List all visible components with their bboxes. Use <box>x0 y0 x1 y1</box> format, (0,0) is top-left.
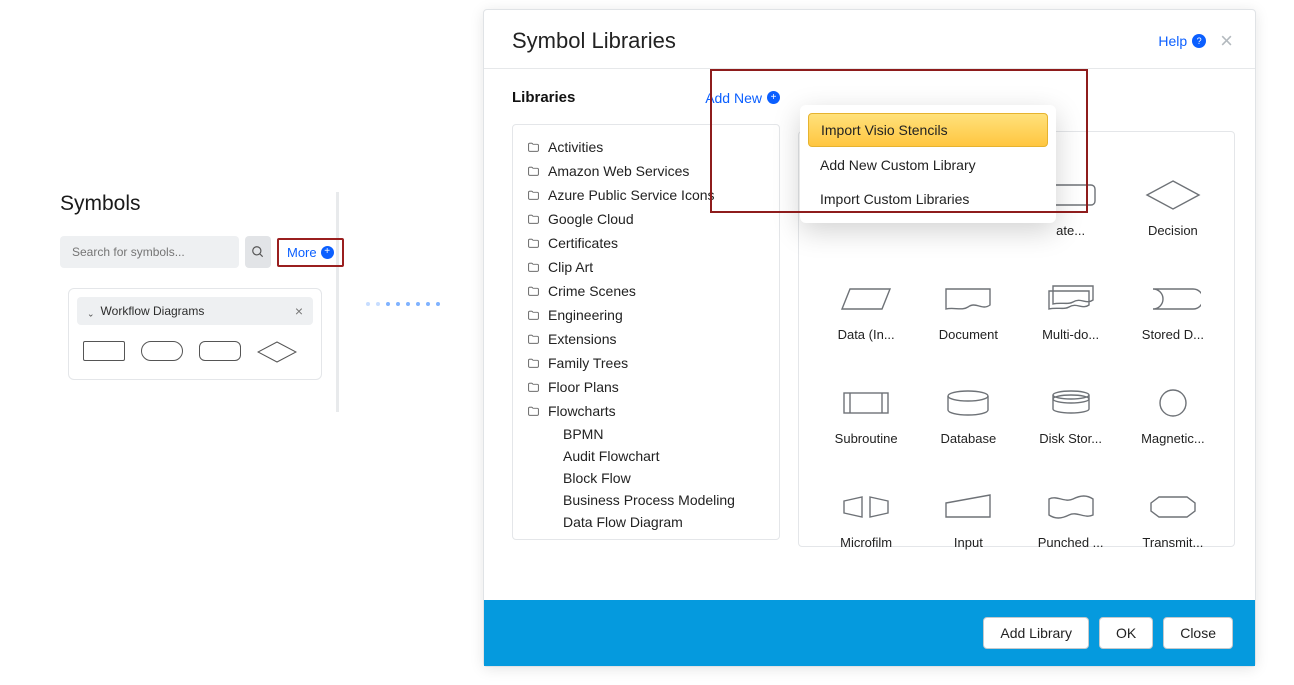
shape-label: Punched ... <box>1038 535 1104 550</box>
add-new-dropdown: Import Visio Stencils Add New Custom Lib… <box>800 105 1056 223</box>
shape-diamond-icon[interactable] <box>257 341 297 363</box>
library-subitem[interactable]: Business Process Modeling <box>521 489 771 511</box>
modal-title: Symbol Libraries <box>512 28 676 54</box>
library-subitem[interactable]: Block Flow <box>521 467 771 489</box>
add-new-link[interactable]: Add New + <box>705 90 780 106</box>
shape-cell[interactable]: Input <box>919 450 1017 550</box>
plus-icon: + <box>767 91 780 104</box>
shape-cell[interactable]: Multi-do... <box>1022 242 1120 342</box>
library-subitem[interactable]: Data Flow Diagram <box>521 511 771 533</box>
symbols-more-label: More <box>287 245 317 260</box>
symbol-libraries-modal: Symbol Libraries Help ? × Libraries Add … <box>483 9 1256 667</box>
add-library-button[interactable]: Add Library <box>983 617 1089 649</box>
library-subitem[interactable]: DIN 66001 <box>521 533 771 540</box>
library-folder[interactable]: Extensions <box>521 327 771 351</box>
shape-roundrect2-icon[interactable] <box>199 341 241 361</box>
symbols-search-button[interactable] <box>245 236 271 268</box>
shape-cell[interactable]: Decision <box>1124 138 1222 238</box>
symbols-more-link[interactable]: More + <box>281 241 340 264</box>
dropdown-import-custom[interactable]: Import Custom Libraries <box>808 183 1048 215</box>
modal-body: Libraries Add New + ActivitiesAmazon Web… <box>484 69 1255 600</box>
shape-cell[interactable]: Magnetic... <box>1124 346 1222 446</box>
shape-label: Magnetic... <box>1141 431 1205 446</box>
dropdown-import-visio[interactable]: Import Visio Stencils <box>808 113 1048 147</box>
plus-icon: + <box>321 246 334 259</box>
shape-label: ate... <box>1056 223 1085 238</box>
dropdown-add-custom[interactable]: Add New Custom Library <box>808 149 1048 181</box>
symbol-group-title: ⌃Workflow Diagrams <box>87 304 204 318</box>
shape-label: Multi-do... <box>1042 327 1099 342</box>
library-folder[interactable]: Google Cloud <box>521 207 771 231</box>
close-icon[interactable]: × <box>1220 28 1233 54</box>
library-folder[interactable]: Engineering <box>521 303 771 327</box>
shape-cell[interactable]: Transmit... <box>1124 450 1222 550</box>
modal-footer: Add Library OK Close <box>484 600 1255 666</box>
shape-cell[interactable]: Punched ... <box>1022 450 1120 550</box>
shape-label: Transmit... <box>1142 535 1203 550</box>
library-subitem[interactable]: BPMN <box>521 423 771 445</box>
close-icon[interactable]: × <box>295 303 303 319</box>
library-folder[interactable]: Floor Plans <box>521 375 771 399</box>
help-link[interactable]: Help ? <box>1158 33 1206 49</box>
shape-label: Microfilm <box>840 535 892 550</box>
symbol-group-card: ⌃Workflow Diagrams × <box>68 288 322 380</box>
modal-header: Symbol Libraries Help ? × <box>484 10 1255 69</box>
search-icon <box>251 245 265 259</box>
libraries-column: Libraries Add New + ActivitiesAmazon Web… <box>512 89 780 600</box>
shape-cell[interactable]: Document <box>919 242 1017 342</box>
library-folder[interactable]: Family Trees <box>521 351 771 375</box>
shape-label: Input <box>954 535 983 550</box>
pager-dots <box>366 302 440 306</box>
symbols-title: Symbols <box>60 192 332 216</box>
ok-button[interactable]: OK <box>1099 617 1153 649</box>
shape-rect-icon[interactable] <box>83 341 125 361</box>
shape-label: Database <box>941 431 997 446</box>
shape-cell[interactable]: Subroutine <box>817 346 915 446</box>
library-folder[interactable]: Crime Scenes <box>521 279 771 303</box>
library-folder[interactable]: Certificates <box>521 231 771 255</box>
symbol-group-shapes <box>77 325 313 363</box>
library-folder[interactable]: Activities <box>521 135 771 159</box>
library-folder[interactable]: Clip Art <box>521 255 771 279</box>
symbols-more-highlight: More + <box>277 238 344 267</box>
shape-cell[interactable]: Microfilm <box>817 450 915 550</box>
library-folder[interactable]: Amazon Web Services <box>521 159 771 183</box>
libraries-title: Libraries <box>512 89 575 106</box>
shape-label: Document <box>939 327 998 342</box>
symbols-sidebar: Symbols More + ⌃Workflow Diagrams × <box>48 192 339 412</box>
symbol-group-header[interactable]: ⌃Workflow Diagrams × <box>77 297 313 325</box>
shape-cell[interactable]: Database <box>919 346 1017 446</box>
symbols-search-input[interactable] <box>60 236 239 268</box>
symbols-search-row: More + <box>60 236 332 268</box>
shape-label: Subroutine <box>835 431 898 446</box>
library-subitem[interactable]: Audit Flowchart <box>521 445 771 467</box>
close-button[interactable]: Close <box>1163 617 1233 649</box>
shape-cell[interactable]: Disk Stor... <box>1022 346 1120 446</box>
shape-roundrect-icon[interactable] <box>141 341 183 361</box>
chevron-up-icon: ⌃ <box>87 307 95 318</box>
shape-label: Stored D... <box>1142 327 1204 342</box>
shape-cell[interactable]: Data (In... <box>817 242 915 342</box>
library-folder[interactable]: Azure Public Service Icons <box>521 183 771 207</box>
library-folder[interactable]: Flowcharts <box>521 399 771 423</box>
shape-label: Disk Stor... <box>1039 431 1102 446</box>
help-icon: ? <box>1192 34 1206 48</box>
shape-label: Decision <box>1148 223 1198 238</box>
shape-label: Data (In... <box>838 327 895 342</box>
libraries-header: Libraries Add New + <box>512 89 780 106</box>
shape-cell[interactable]: Stored D... <box>1124 242 1222 342</box>
libraries-tree[interactable]: ActivitiesAmazon Web ServicesAzure Publi… <box>512 124 780 540</box>
